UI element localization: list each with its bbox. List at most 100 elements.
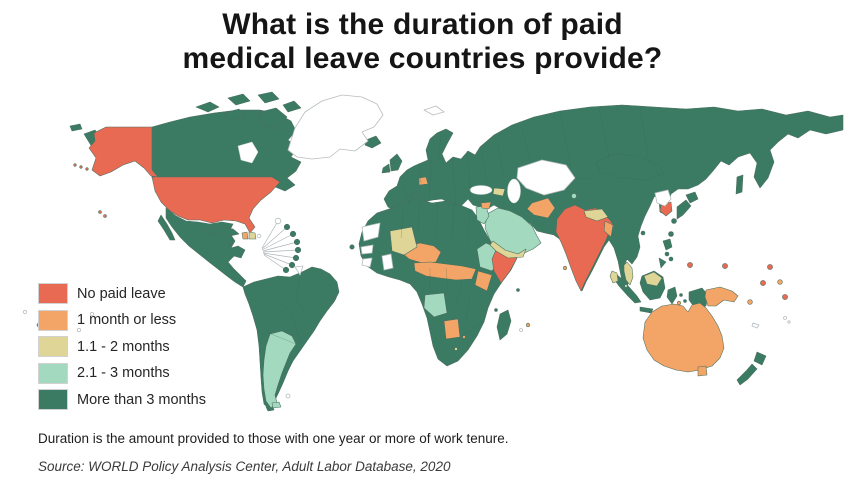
country-united-kingdom xyxy=(389,153,403,172)
island-philippines-2 xyxy=(668,256,674,262)
country-borders xyxy=(265,107,665,345)
island-ring-left-3 xyxy=(76,327,82,333)
island-antilles-2 xyxy=(289,230,297,238)
island-ring-pacific-1 xyxy=(783,316,787,320)
legend-item-no-paid-leave: No paid leave xyxy=(38,283,206,304)
source-note: Source: WORLD Policy Analysis Center, Ad… xyxy=(38,459,451,474)
island-callout-nodata xyxy=(274,217,282,225)
legend-label: 1 month or less xyxy=(77,312,177,328)
island-st-helena xyxy=(331,295,337,301)
island-hawaii-1 xyxy=(98,210,102,214)
region-malaysia-borneo xyxy=(643,271,663,287)
caribbean-callout-lines xyxy=(261,220,299,271)
island-pacific-orange-2 xyxy=(747,299,753,305)
island-ring-pacific-2 xyxy=(787,320,791,324)
hudson-bay xyxy=(237,141,259,164)
canada-arctic-islands xyxy=(195,91,302,130)
island-mauritius xyxy=(525,322,531,328)
black-sea xyxy=(469,185,493,195)
island-antilles-1 xyxy=(283,223,291,231)
region-west-papua xyxy=(688,287,709,309)
country-saudi-arabia xyxy=(484,207,542,257)
island-seychelles xyxy=(516,288,520,292)
country-north-korea xyxy=(654,189,672,207)
country-malaysia-peninsula xyxy=(623,261,634,286)
island-antilles-6 xyxy=(288,261,296,269)
country-ghana-nodata xyxy=(381,253,394,271)
island-jamaica xyxy=(227,240,233,246)
country-cuba xyxy=(205,226,240,237)
country-afghanistan xyxy=(526,197,556,219)
legend-swatch-1-month-or-less xyxy=(38,309,68,331)
country-eswatini xyxy=(462,335,466,339)
island-antilles-7 xyxy=(282,266,290,274)
legend: No paid leave 1 month or less 1.1 - 2 mo… xyxy=(38,283,206,416)
island-falklands xyxy=(285,393,291,399)
island-taiwan xyxy=(668,231,674,237)
legend-label: No paid leave xyxy=(77,285,166,302)
island-pacific-red-1 xyxy=(687,262,693,268)
country-argentina xyxy=(262,330,297,409)
island-pacific-red-2 xyxy=(722,263,728,269)
country-mali xyxy=(389,226,418,256)
region-western-sahara xyxy=(360,222,381,255)
country-bangladesh xyxy=(603,220,614,238)
country-papua-new-guinea xyxy=(704,286,739,307)
legend-item-2-3-months: 2.1 - 3 months xyxy=(38,362,206,384)
island-ring-left-1 xyxy=(22,309,28,315)
island-philippines-1 xyxy=(664,251,670,257)
island-cape-verde xyxy=(349,244,355,250)
country-philippines xyxy=(658,238,673,269)
island-antilles-4 xyxy=(294,246,302,254)
legend-label: More than 3 months xyxy=(77,391,206,408)
legend-label: 1.1 - 2 months xyxy=(77,338,170,355)
definition-note: Duration is the amount provided to those… xyxy=(38,431,509,446)
country-lesotho xyxy=(454,347,458,351)
state-alaska xyxy=(88,126,159,178)
island-sao-tome xyxy=(411,278,417,284)
country-sri-lanka xyxy=(609,270,619,284)
island-tdf-west xyxy=(271,401,282,409)
island-maldives xyxy=(562,265,568,271)
island-sulawesi xyxy=(666,286,678,305)
island-pacific-orange-1 xyxy=(777,279,783,285)
island-new-caledonia xyxy=(751,322,760,329)
country-singapore xyxy=(624,284,628,288)
island-antilles-5 xyxy=(292,254,300,262)
legend-item-more-than-3-months: More than 3 months xyxy=(38,389,206,410)
island-aleutian-3 xyxy=(85,167,89,171)
island-moluccas-1 xyxy=(679,293,683,297)
island-pacific-red-3 xyxy=(767,264,773,270)
island-sakhalin xyxy=(735,174,744,195)
country-syria xyxy=(480,201,492,210)
island-aleutian-1 xyxy=(73,163,77,167)
island-kyushu xyxy=(671,218,677,224)
country-somalia xyxy=(491,249,518,284)
title-line-1: What is the duration of paid xyxy=(222,8,623,41)
region-central-asia-nodata xyxy=(516,159,576,196)
island-aleutian-2 xyxy=(79,165,83,169)
island-comoros xyxy=(494,308,498,312)
country-greenland xyxy=(287,94,384,160)
country-angola xyxy=(423,292,448,318)
country-yemen xyxy=(489,240,527,259)
country-haiti xyxy=(241,231,249,240)
legend-label: 2.1 - 3 months xyxy=(77,365,170,381)
page-title: What is the duration of paid medical lea… xyxy=(0,8,845,76)
island-sumatra xyxy=(613,273,642,304)
island-svalbard xyxy=(423,105,445,116)
island-trinidad xyxy=(294,265,304,276)
country-madagascar xyxy=(496,309,512,341)
country-ireland xyxy=(381,163,391,174)
legend-swatch-more-than-3-months xyxy=(38,389,68,410)
island-hainan xyxy=(640,230,646,236)
country-switzerland xyxy=(418,176,429,186)
title-line-2: medical leave countries provide? xyxy=(182,42,663,75)
island-hawaii-2 xyxy=(103,214,107,218)
region-sahel-band xyxy=(413,261,477,281)
island-pacific-red-4 xyxy=(760,280,766,286)
country-timor-leste xyxy=(676,300,682,306)
country-india xyxy=(555,204,615,292)
country-botswana xyxy=(443,318,461,340)
